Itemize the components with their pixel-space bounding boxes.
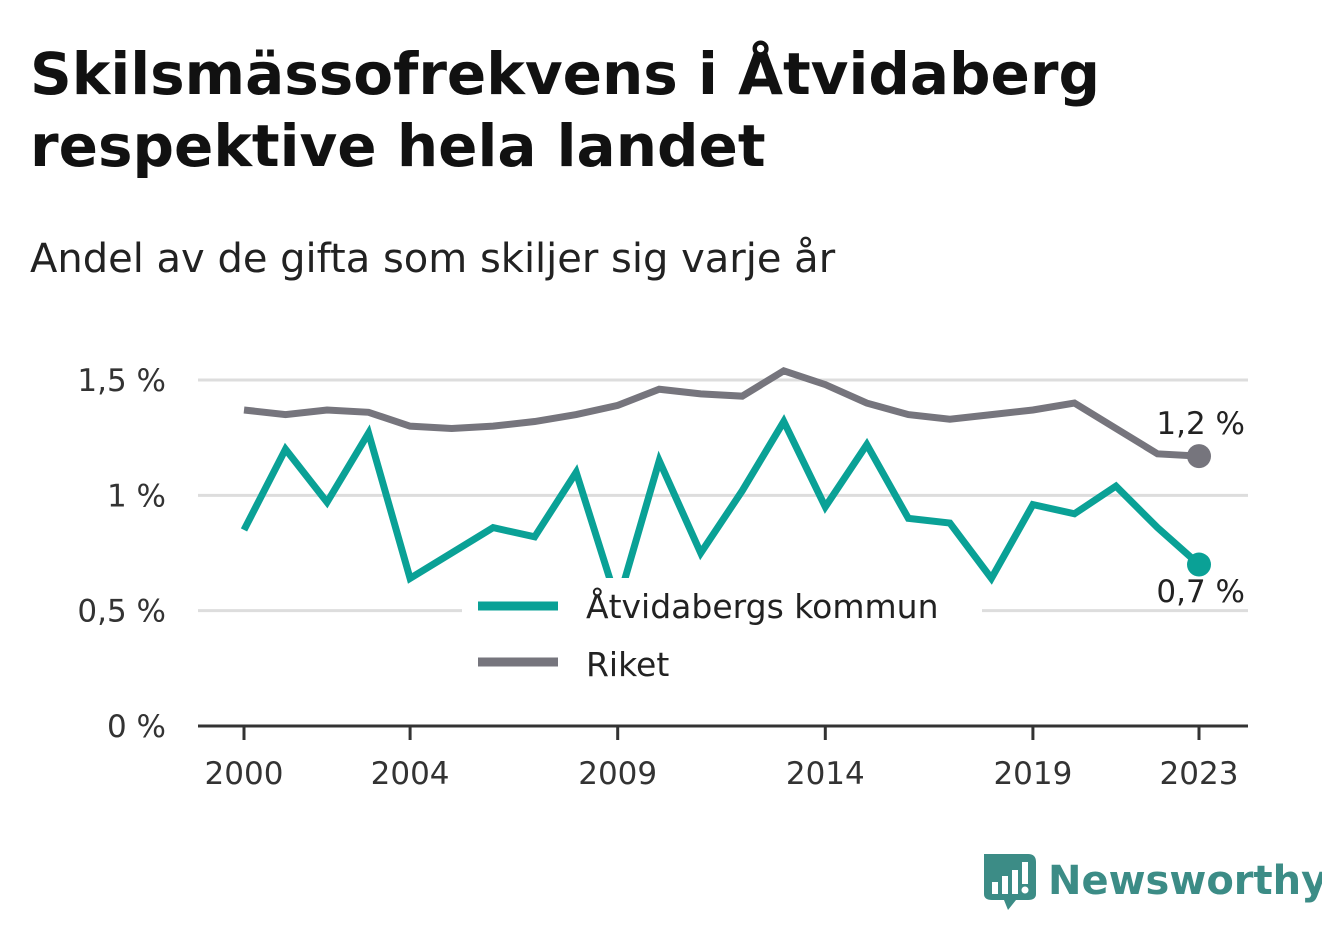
- y-tick-label: 0,5 %: [77, 594, 166, 630]
- legend-label-atvidaberg: Åtvidabergs kommun: [586, 586, 939, 626]
- x-axis-ticks: 2000 2004 2009 2014 2019 2023: [205, 726, 1239, 792]
- chart-subtitle: Andel av de gifta som skiljer sig varje …: [30, 236, 836, 282]
- series-line-atvidaberg: [240, 414, 1202, 616]
- brand-name: Newsworthy: [1048, 858, 1322, 904]
- end-point-riket: [1187, 444, 1211, 469]
- legend-background: [462, 578, 982, 698]
- series-line-riket: [243, 366, 1200, 460]
- y-tick-label: 1,5 %: [77, 363, 166, 399]
- y-tick-label: 0 %: [107, 709, 166, 745]
- end-label-atvidaberg: 0,7 %: [1156, 574, 1245, 610]
- y-axis-ticks: 0 % 0,5 % 1 % 1,5 %: [77, 363, 166, 745]
- x-tick-label: 2009: [578, 756, 657, 792]
- brand-logo: Newsworthy: [980, 850, 1322, 912]
- y-tick-label: 1 %: [107, 478, 166, 514]
- legend-label-riket: Riket: [586, 645, 669, 684]
- series-lines: [240, 366, 1211, 616]
- end-point-atvidaberg: [1187, 552, 1211, 577]
- x-tick-label: 2019: [993, 756, 1072, 792]
- newsworthy-logo-icon: [984, 854, 1036, 910]
- legend: Åtvidabergs kommun Riket: [462, 578, 982, 698]
- x-tick-label: 2004: [371, 756, 450, 792]
- chart-title: Skilsmässofrekvens i Åtvidaberg respekti…: [30, 40, 1100, 180]
- x-tick-label: 2023: [1160, 756, 1239, 792]
- end-label-riket: 1,2 %: [1156, 406, 1245, 442]
- x-tick-label: 2000: [205, 756, 284, 792]
- x-tick-label: 2014: [786, 756, 865, 792]
- end-labels: 1,2 % 0,7 %: [1156, 406, 1245, 610]
